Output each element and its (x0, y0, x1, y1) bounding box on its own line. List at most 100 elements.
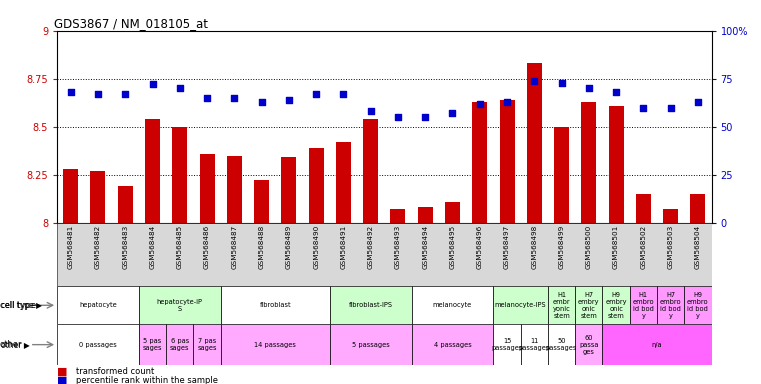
Text: 0 passages: 0 passages (79, 342, 117, 348)
Text: GSM568504: GSM568504 (695, 225, 701, 269)
Point (119, 91, 132, 97)
Bar (330, 324, 412, 365)
Bar (609, 106, 623, 223)
Text: fibroblast-IPS: fibroblast-IPS (349, 302, 393, 308)
Text: 50
passages: 50 passages (546, 338, 578, 351)
Text: GSM568485: GSM568485 (177, 225, 183, 269)
Text: H7
embro
id bod
y: H7 embro id bod y (660, 292, 681, 319)
Bar (493, 286, 548, 324)
Bar (418, 207, 433, 223)
Bar (309, 148, 323, 223)
Text: GSM568482: GSM568482 (95, 225, 101, 269)
Text: GSM568496: GSM568496 (476, 225, 482, 269)
Bar (663, 209, 678, 223)
Bar (445, 202, 460, 223)
Text: GSM568493: GSM568493 (395, 225, 401, 269)
Text: GSM568499: GSM568499 (559, 225, 565, 269)
Point (92, 91, 104, 97)
Bar (193, 324, 221, 365)
Bar (499, 100, 514, 223)
Bar (145, 119, 160, 223)
Point (174, 85, 186, 91)
Text: GSM568481: GSM568481 (68, 225, 74, 269)
Text: 60
passa
ges: 60 passa ges (579, 334, 599, 355)
Text: cell type ▶: cell type ▶ (1, 301, 42, 310)
Bar (581, 102, 597, 223)
Text: fibroblast: fibroblast (260, 302, 291, 308)
Text: GSM568491: GSM568491 (340, 225, 346, 269)
Bar (521, 324, 548, 365)
Bar (473, 102, 487, 223)
Text: GSM568490: GSM568490 (313, 225, 319, 269)
Point (664, 104, 677, 111)
Text: 14 passages: 14 passages (254, 342, 296, 348)
Text: melanocyte: melanocyte (433, 302, 472, 308)
Bar (575, 286, 603, 324)
Bar (227, 156, 242, 223)
Text: GSM568500: GSM568500 (586, 225, 592, 269)
Bar (139, 324, 166, 365)
Point (256, 99, 268, 105)
Text: H7
embry
onic
stem: H7 embry onic stem (578, 292, 600, 319)
Text: GSM568498: GSM568498 (531, 225, 537, 269)
Text: GSM568486: GSM568486 (204, 225, 210, 269)
Point (501, 99, 513, 105)
Text: hepatocyte: hepatocyte (79, 302, 117, 308)
Point (283, 97, 295, 103)
Text: ■: ■ (57, 367, 68, 377)
Bar (63, 169, 78, 223)
Text: H1
embr
yonic
stem: H1 embr yonic stem (552, 292, 571, 319)
Point (392, 114, 404, 120)
Bar (603, 324, 712, 365)
Point (65, 89, 77, 95)
Text: 4 passages: 4 passages (434, 342, 471, 348)
Bar (690, 194, 705, 223)
Text: other ▶: other ▶ (1, 340, 30, 349)
Text: GSM568501: GSM568501 (613, 225, 619, 269)
Bar (412, 324, 493, 365)
Point (365, 108, 377, 114)
Point (528, 78, 540, 84)
Bar (221, 324, 330, 365)
Bar (390, 209, 406, 223)
Text: H9
embry
onic
stem: H9 embry onic stem (605, 292, 627, 319)
Bar (657, 286, 684, 324)
Bar (172, 127, 187, 223)
Text: GSM568503: GSM568503 (667, 225, 673, 269)
Point (419, 114, 431, 120)
Text: transformed count: transformed count (76, 367, 154, 376)
Bar (630, 286, 657, 324)
Bar (166, 324, 193, 365)
Text: GSM568487: GSM568487 (231, 225, 237, 269)
Bar (282, 157, 296, 223)
Point (146, 81, 158, 88)
Bar (493, 324, 521, 365)
Point (556, 79, 568, 86)
Bar (57, 286, 139, 324)
Text: GSM568483: GSM568483 (123, 225, 129, 269)
Text: H9
embro
id bod
y: H9 embro id bod y (687, 292, 708, 319)
Bar (91, 171, 106, 223)
Bar (199, 154, 215, 223)
Text: GSM568497: GSM568497 (504, 225, 510, 269)
Text: melanocyte-IPS: melanocyte-IPS (495, 302, 546, 308)
Bar (575, 324, 603, 365)
Text: GSM568495: GSM568495 (450, 225, 456, 269)
Text: GSM568492: GSM568492 (368, 225, 374, 269)
Text: n/a: n/a (651, 342, 662, 348)
Text: cell type: cell type (0, 301, 36, 310)
Point (201, 95, 213, 101)
Point (473, 101, 486, 107)
Point (637, 104, 649, 111)
Bar (363, 119, 378, 223)
Point (337, 91, 349, 97)
Bar (548, 286, 575, 324)
Bar (684, 286, 712, 324)
Text: GSM568488: GSM568488 (259, 225, 265, 269)
Text: H1
embro
id bod
y: H1 embro id bod y (632, 292, 654, 319)
Point (692, 99, 704, 105)
Text: 5 passages: 5 passages (352, 342, 390, 348)
Text: 5 pas
sages: 5 pas sages (143, 338, 162, 351)
Point (583, 85, 595, 91)
Bar (554, 127, 569, 223)
